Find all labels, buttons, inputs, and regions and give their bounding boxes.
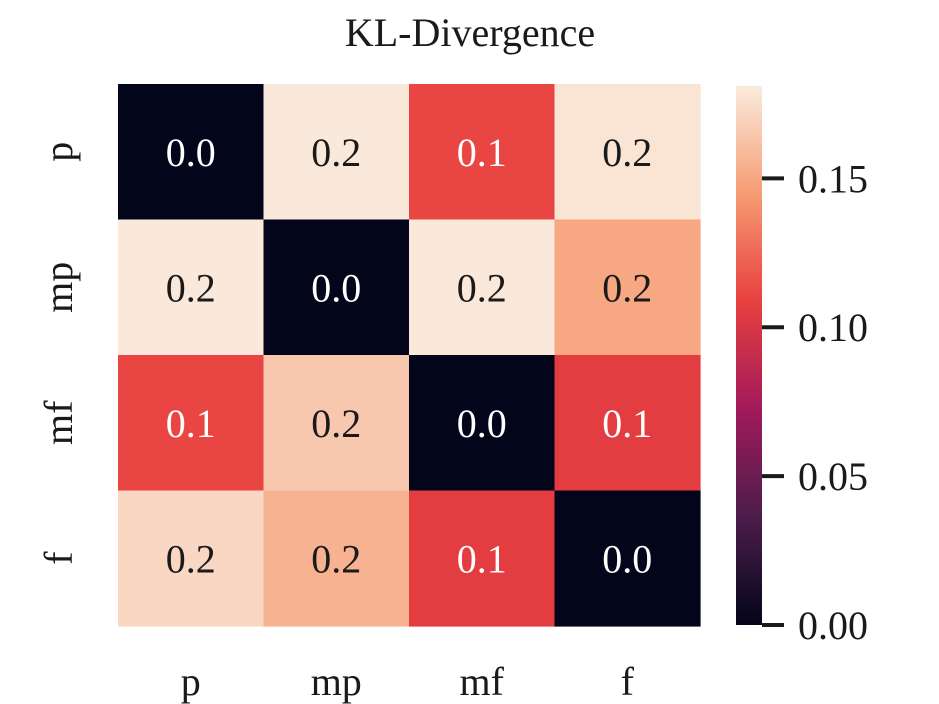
heatmap-cell-f-mp	[263, 490, 410, 627]
cell-annotation-mf-f: 0.1	[602, 401, 652, 446]
cell-annotation-f-p: 0.2	[166, 536, 216, 581]
heatmap-cell-mp-mp	[263, 219, 410, 356]
y-tick-label-f: f	[36, 551, 81, 565]
colorbar	[736, 86, 762, 625]
x-axis-tick-labels: p mp mf f	[181, 659, 635, 704]
y-tick-label-p: p	[36, 142, 81, 162]
cell-annotation-mp-p: 0.2	[166, 265, 216, 310]
y-tick-label-mp: mp	[36, 262, 81, 313]
cell-annotation-f-mf: 0.1	[457, 536, 507, 581]
colorbar-tick-label-0.15: 0.15	[798, 156, 868, 201]
heatmap-cell-mp-f	[554, 219, 701, 356]
cell-annotation-mp-mf: 0.2	[457, 265, 507, 310]
heatmap-cell-mf-mp	[263, 355, 410, 492]
heatmap-cell-mp-p	[118, 219, 265, 356]
heatmap-cells	[118, 84, 701, 627]
colorbar-tick-label-0.10: 0.10	[798, 305, 868, 350]
cell-annotation-mf-p: 0.1	[166, 401, 216, 446]
colorbar-ticks: 0.00 0.05 0.10 0.15	[762, 156, 868, 648]
heatmap-cell-p-p	[118, 84, 265, 221]
cell-annotation-mf-mp: 0.2	[311, 401, 361, 446]
cell-annotation-p-p: 0.0	[166, 130, 216, 175]
heatmap-cell-mf-p	[118, 355, 265, 492]
cell-annotation-f-mp: 0.2	[311, 536, 361, 581]
y-axis-tick-labels: p mp mf f	[36, 142, 81, 565]
y-tick-label-mf: mf	[36, 400, 81, 445]
heatmap-cell-p-f	[554, 84, 701, 221]
x-tick-label-f: f	[621, 659, 635, 704]
x-tick-label-mp: mp	[311, 659, 362, 704]
heatmap-cell-f-mf	[409, 490, 556, 627]
heatmap-cell-f-f	[554, 490, 701, 627]
heatmap-cell-mf-mf	[409, 355, 556, 492]
colorbar-tick-label-0.00: 0.00	[798, 603, 868, 648]
cell-annotation-mp-mp: 0.0	[311, 265, 361, 310]
cell-annotation-p-mp: 0.2	[311, 130, 361, 175]
heatmap-cell-mf-f	[554, 355, 701, 492]
cell-annotation-mf-mf: 0.0	[457, 401, 507, 446]
colorbar-tick-label-0.05: 0.05	[798, 454, 868, 499]
heatmap-cell-p-mp	[263, 84, 410, 221]
chart-title: KL-Divergence	[345, 10, 595, 55]
cell-annotation-p-mf: 0.1	[457, 130, 507, 175]
x-tick-label-mf: mf	[460, 659, 505, 704]
heatmap-cell-p-mf	[409, 84, 556, 221]
cell-annotation-mp-f: 0.2	[602, 265, 652, 310]
x-tick-label-p: p	[181, 659, 201, 704]
cell-annotations: 0.0 0.2 0.1 0.2 0.2 0.0 0.2 0.2 0.1 0.2 0.0 0.1 0.2 0…	[166, 130, 653, 582]
heatmap-cell-f-p	[118, 490, 265, 627]
cell-annotation-f-f: 0.0	[602, 536, 652, 581]
cell-annotation-p-f: 0.2	[602, 130, 652, 175]
heatmap-cell-mp-mf	[409, 219, 556, 356]
